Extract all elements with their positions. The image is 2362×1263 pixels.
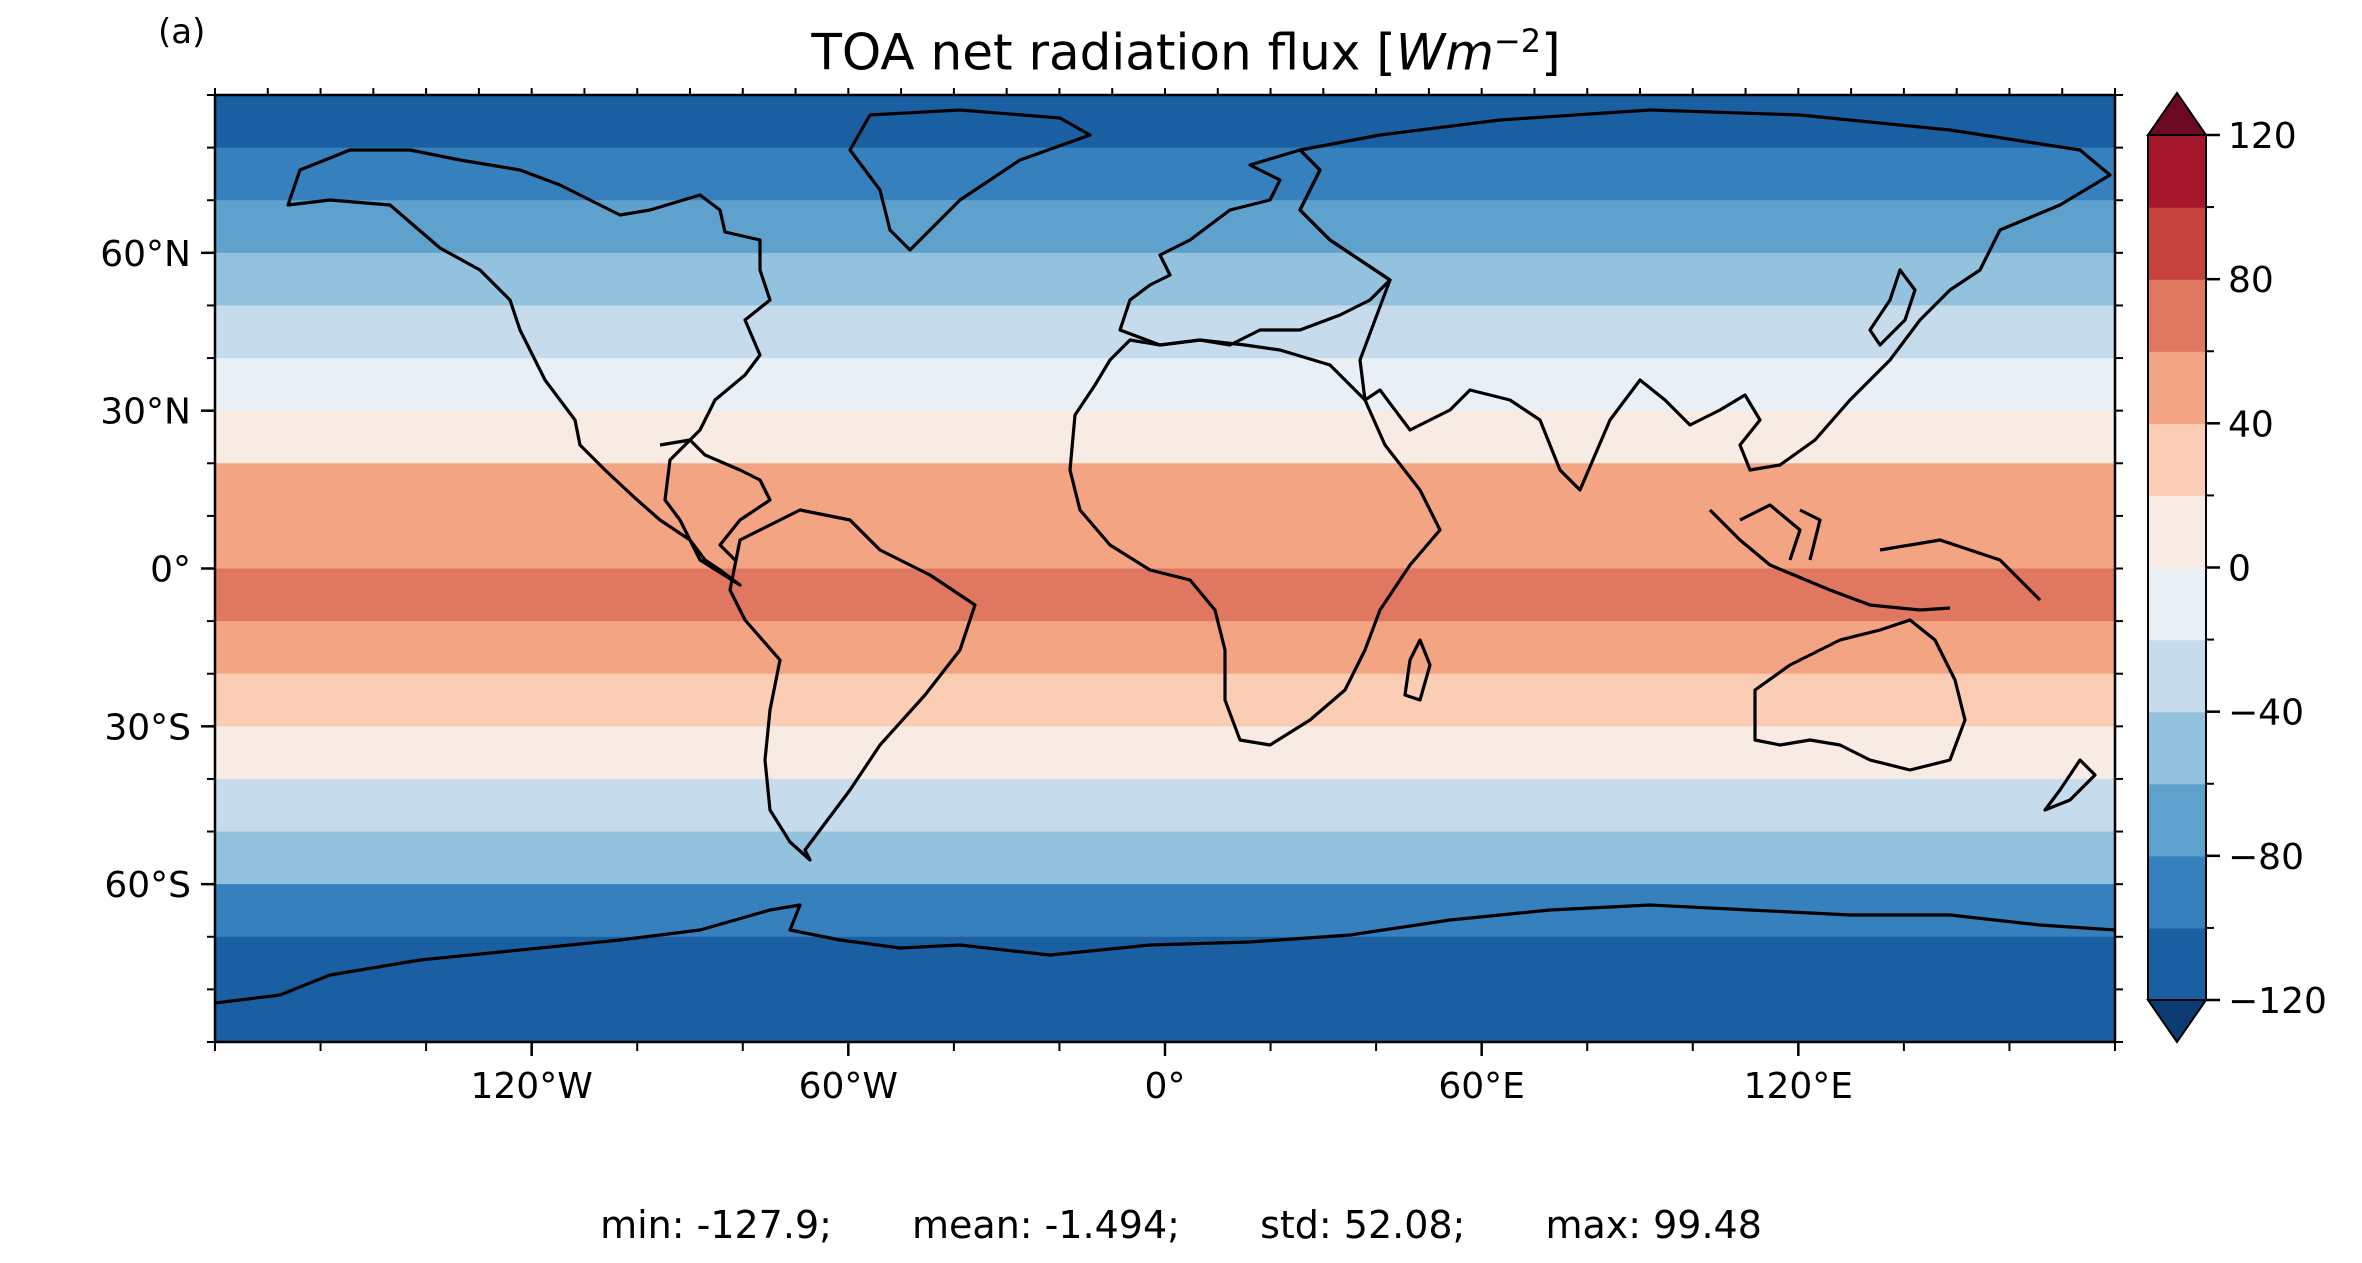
flux-band-14	[215, 831, 2115, 885]
y-axis: 60°N 30°N 0° 30°S 60°S	[100, 94, 2123, 1043]
flux-band-8	[215, 515, 2115, 570]
x-tick-label-4: 120°E	[1744, 1066, 1853, 1107]
colorbar-extend-max	[2146, 91, 2208, 136]
coast-new-zealand	[2043, 758, 2097, 812]
x-tick-label-3: 60°E	[1438, 1066, 1525, 1107]
flux-band-7	[215, 463, 2115, 517]
flux-band-6	[215, 410, 2115, 464]
colorbar-tick-label-3: 0	[2228, 549, 2251, 590]
stat-std: std: 52.08;	[1260, 1203, 1466, 1247]
map-title: TOA net radiation flux [Wm−2]	[0, 22, 2362, 82]
colorbar-segment-2	[2148, 783, 2206, 857]
colorbar-segment-7	[2148, 423, 2206, 497]
flux-band-15	[215, 884, 2115, 938]
colorbar-tick-label-2: −40	[2228, 693, 2304, 734]
coast-south-america	[728, 508, 977, 862]
colorbar-tick-label-1: −80	[2228, 837, 2304, 878]
colorbar-segment-8	[2148, 351, 2206, 424]
colorbar-segment-1	[2148, 855, 2206, 929]
y-tick-label-4: 60°S	[104, 865, 191, 906]
y-tick-label-2: 0°	[150, 550, 191, 591]
flux-band-17	[215, 989, 2115, 1042]
title-close: ]	[1541, 23, 1561, 82]
coast-africa	[1068, 338, 1442, 747]
flux-band-10	[215, 621, 2115, 675]
stats-line: min: -127.9; mean: -1.494; std: 52.08; m…	[0, 1203, 2362, 1247]
flux-band-13	[215, 778, 2115, 833]
flux-band-5	[215, 358, 2115, 412]
flux-band-1	[215, 147, 2115, 201]
title-text: TOA net radiation flux [	[811, 23, 1396, 82]
coast-north-america	[286, 148, 772, 587]
colorbar-segment-3	[2148, 711, 2206, 785]
colorbar-segment-11	[2148, 135, 2206, 208]
x-tick-label-1: 60°W	[799, 1066, 898, 1107]
stat-max: max: 99.48	[1545, 1203, 1762, 1247]
flux-band-11	[215, 673, 2115, 727]
flux-band-2	[215, 200, 2115, 254]
coastlines	[215, 108, 2115, 1005]
colorbar-segment-10	[2148, 207, 2206, 280]
flux-band-9	[215, 568, 2115, 622]
panel-label: (a)	[158, 12, 206, 52]
colorbar-segment-4	[2148, 639, 2206, 713]
coast-japan	[1868, 268, 1917, 347]
x-tick-label-0: 120°W	[471, 1066, 593, 1107]
colorbar-tick-label-0: −120	[2228, 981, 2327, 1022]
colorbar-segment-5	[2148, 567, 2206, 641]
stat-mean: mean: -1.494;	[912, 1203, 1180, 1247]
y-tick-label-3: 30°S	[104, 707, 191, 748]
coast-greenland	[848, 108, 1092, 252]
y-tick-label-0: 60°N	[100, 234, 191, 275]
flux-band-3	[215, 252, 2115, 307]
colorbar-tick-label-6: 120	[2228, 116, 2297, 157]
title-unit: Wm	[1395, 23, 1494, 82]
colorbar-extend-min	[2146, 999, 2208, 1044]
coast-indonesia	[1708, 503, 2042, 612]
flux-field	[215, 95, 2115, 1042]
colorbar-segment-9	[2148, 279, 2206, 352]
y-tick-label-1: 30°N	[100, 392, 191, 433]
x-axis: 120°W 60°W 0° 60°E 120°E	[214, 88, 2116, 1107]
colorbar: −120 −80 −40 0 40 80 120	[2146, 91, 2327, 1044]
title-unit-exponent: −2	[1493, 22, 1542, 60]
flux-band-12	[215, 726, 2115, 780]
colorbar-tick-label-4: 40	[2228, 404, 2274, 445]
coast-central-america	[659, 438, 772, 562]
flux-band-0	[215, 95, 2115, 149]
coast-madagascar	[1403, 638, 1432, 702]
coast-australia	[1753, 618, 1967, 772]
x-tick-label-2: 0°	[1145, 1066, 1186, 1107]
coast-asia	[1298, 108, 2112, 492]
flux-band-4	[215, 305, 2115, 359]
stat-min: min: -127.9;	[600, 1203, 832, 1247]
colorbar-tick-label-5: 80	[2228, 260, 2274, 301]
colorbar-segment-6	[2148, 495, 2206, 569]
colorbar-segment-0	[2148, 927, 2206, 1001]
coast-antarctica	[215, 903, 2115, 1005]
